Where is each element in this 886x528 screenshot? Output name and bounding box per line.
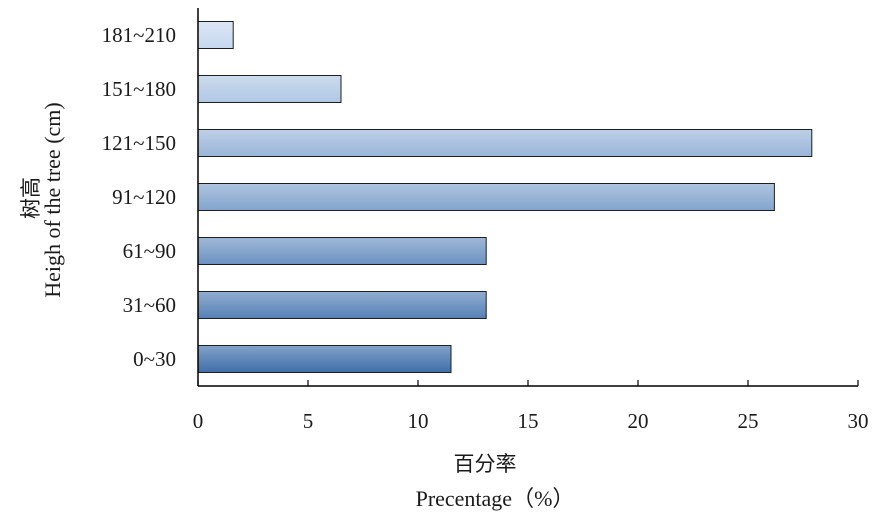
y-tick-label: 121~150 [102,131,176,155]
x-tick-label: 20 [628,409,649,433]
x-axis-title-cn: 百分率 [454,452,517,476]
x-tick-label: 10 [408,409,429,433]
bars-group [197,21,813,373]
x-tick-labels: 0 5 10 15 20 25 30 [193,380,869,433]
y-tick-label: 91~120 [112,185,176,209]
x-axis-title: Precentage（%） [416,486,575,511]
bar-121~150 [197,129,813,157]
y-tick-label: 0~30 [133,347,176,371]
y-axis-title: Heigh of the tree (cm) [40,102,65,297]
y-tick-label: 61~90 [123,239,176,263]
y-tick-label: 31~60 [123,293,176,317]
bar-31~60 [197,291,487,319]
y-tick-labels: 0~30 31~60 61~90 91~120 121~150 151~180 181~21… [102,23,176,371]
bar-0~30 [197,345,452,373]
x-tick-label: 25 [738,409,759,433]
x-tick-label: 15 [518,409,539,433]
x-tick-label: 30 [848,409,869,433]
bar-91~120 [197,183,775,211]
x-tick-label: 5 [303,409,314,433]
y-tick-label: 151~180 [102,77,176,101]
x-tick-label: 0 [193,409,204,433]
bar-61~90 [197,237,487,265]
bar-151~180 [197,75,342,103]
y-tick-label: 181~210 [102,23,176,47]
bar-181~210 [197,21,234,49]
y-axis-title-cn: 树高 [19,177,43,219]
